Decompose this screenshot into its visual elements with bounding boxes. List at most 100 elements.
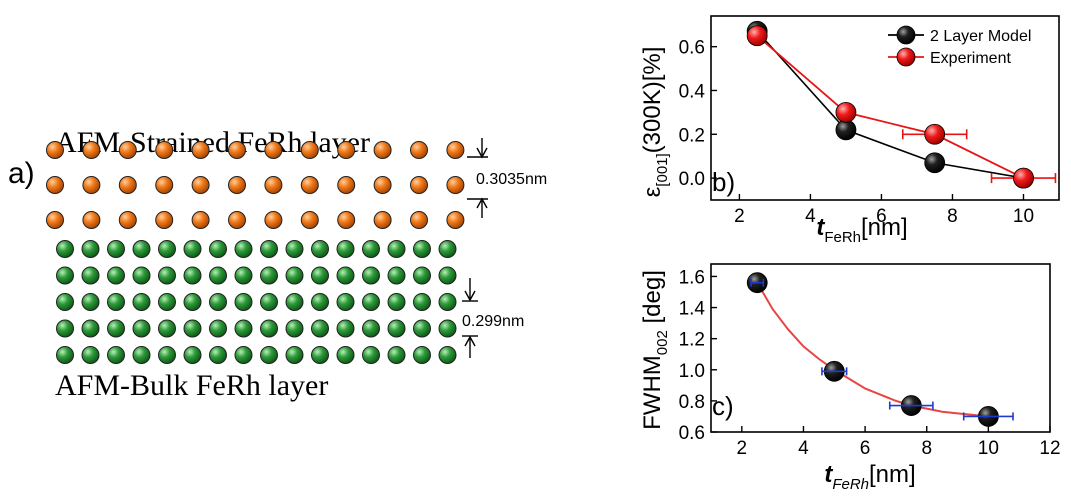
fit-curve <box>756 282 989 418</box>
svg-text:ε[001](300K)[%]: ε[001](300K)[%] <box>639 47 671 198</box>
bulk-atom-lattice <box>56 240 457 364</box>
bulk-atom <box>209 266 227 285</box>
bulk-atom <box>132 346 151 364</box>
panel-b-x-tick-label: 8 <box>947 206 958 227</box>
bulk-atom <box>56 266 74 285</box>
experiment-legend-label: Experiment <box>930 50 1011 67</box>
panel-c-x-tick-label: 12 <box>1039 438 1060 459</box>
strained-atom <box>446 141 465 159</box>
strained-atom <box>446 176 465 194</box>
bulk-atom <box>183 293 202 311</box>
strained-atom <box>337 211 356 229</box>
bulk-atom <box>158 293 176 311</box>
bulk-atom <box>234 346 253 364</box>
panel-c-x-tick-label: 6 <box>860 438 871 459</box>
strained-layer-title: AFM-Strained FeRh layer <box>55 126 370 159</box>
bulk-atom <box>311 293 329 311</box>
bulk-atom <box>285 293 304 311</box>
panel-c-x-tick-label: 2 <box>737 438 748 459</box>
bulk-atom <box>413 240 431 258</box>
strained-atom <box>118 176 137 194</box>
panel-b-x-tick-label: 10 <box>1013 206 1034 227</box>
panel-b-x-axis-title: tFeRh[nm] <box>816 214 907 246</box>
bulk-atom <box>107 240 125 258</box>
experiment-point <box>746 25 768 47</box>
bulk-atom <box>260 293 278 311</box>
panel-b-y-axis-title: ε[001](300K)[%] <box>639 47 671 198</box>
panel-c-x-axis-title: tFeRh[nm] <box>824 461 915 493</box>
experiment-point <box>835 101 857 123</box>
bulk-atom <box>132 266 151 285</box>
strained-atom <box>82 176 101 194</box>
bulk-atom <box>438 319 457 338</box>
panel-b-x-tick-label: 4 <box>805 206 816 227</box>
bulk-atom <box>311 266 329 285</box>
strained-atom <box>410 141 428 159</box>
bulk-atom <box>183 319 202 338</box>
panel-c-label: c) <box>712 391 734 421</box>
bulk-atom <box>158 266 176 285</box>
bulk-spacing-dimension <box>462 278 478 358</box>
strained-atom <box>410 211 428 229</box>
strained-atom <box>191 141 210 159</box>
strained-spacing-dimension <box>467 138 488 218</box>
strained-atom <box>410 176 428 194</box>
bulk-atom <box>209 293 227 311</box>
bulk-atom <box>413 293 431 311</box>
bulk-atom <box>107 346 125 364</box>
bulk-atom <box>311 319 329 338</box>
bulk-atom <box>234 266 253 285</box>
strained-atom-lattice <box>46 141 465 229</box>
bulk-atom <box>209 346 227 364</box>
strained-atom <box>118 141 137 159</box>
bulk-atom <box>387 240 406 258</box>
bulk-atom <box>336 266 355 285</box>
bulk-atom <box>158 346 176 364</box>
bulk-atom <box>387 319 406 338</box>
bulk-atom <box>387 293 406 311</box>
strained-atom <box>191 176 210 194</box>
svg-text:tFeRh[nm]: tFeRh[nm] <box>816 214 907 246</box>
svg-text:FWHM002 [deg]: FWHM002 [deg] <box>639 270 671 430</box>
panel-b-ylabel-sub: [001] <box>654 153 671 186</box>
bulk-atom <box>413 346 431 364</box>
panel-b-xlabel-sub: FeRh <box>824 229 861 246</box>
strained-atom <box>155 176 174 194</box>
panel-c-y-tick-label: 1.6 <box>679 267 705 288</box>
panel-c-plot-frame <box>710 263 1051 433</box>
panel-c-marks <box>746 272 1014 427</box>
strained-atom <box>228 141 246 159</box>
bulk-atom <box>336 319 355 338</box>
strained-atom <box>264 211 283 229</box>
bulk-spacing-label: 0.299nm <box>462 313 524 330</box>
bulk-atom <box>132 319 151 338</box>
bulk-atom <box>158 240 176 258</box>
strained-atom <box>155 141 174 159</box>
panel-b-ylabel-main: ε <box>639 186 666 197</box>
strained-atom <box>46 176 64 194</box>
bulk-atom <box>183 346 202 364</box>
panel-b-x-tick-label: 6 <box>876 206 887 227</box>
bulk-atom <box>107 266 125 285</box>
panel-b-label: b) <box>712 167 735 197</box>
bulk-atom <box>209 319 227 338</box>
strained-atom <box>155 211 174 229</box>
strained-atom <box>373 211 392 229</box>
bulk-atom <box>438 266 457 285</box>
bulk-atom <box>81 240 100 258</box>
panel-b-ylabel-rest: (300K)[%] <box>639 47 666 154</box>
bulk-atom <box>285 346 304 364</box>
bulk-atom <box>56 346 74 364</box>
bulk-atom <box>260 346 278 364</box>
panel-b-y-tick-label: 0.2 <box>679 125 705 146</box>
bulk-atom <box>209 240 227 258</box>
bulk-atom <box>234 293 253 311</box>
bulk-atom <box>234 240 253 258</box>
bulk-atom <box>362 293 380 311</box>
bulk-atom <box>81 319 100 338</box>
panel-c-y-tick-label: 1.4 <box>679 299 706 320</box>
bulk-atom <box>234 319 253 338</box>
panel-b-x-tick-label: 2 <box>734 206 745 227</box>
panel-a-atomic-model: AFM-Strained FeRh layer a) AFM-Bulk FeRh… <box>8 126 547 402</box>
bulk-atom <box>56 319 74 338</box>
